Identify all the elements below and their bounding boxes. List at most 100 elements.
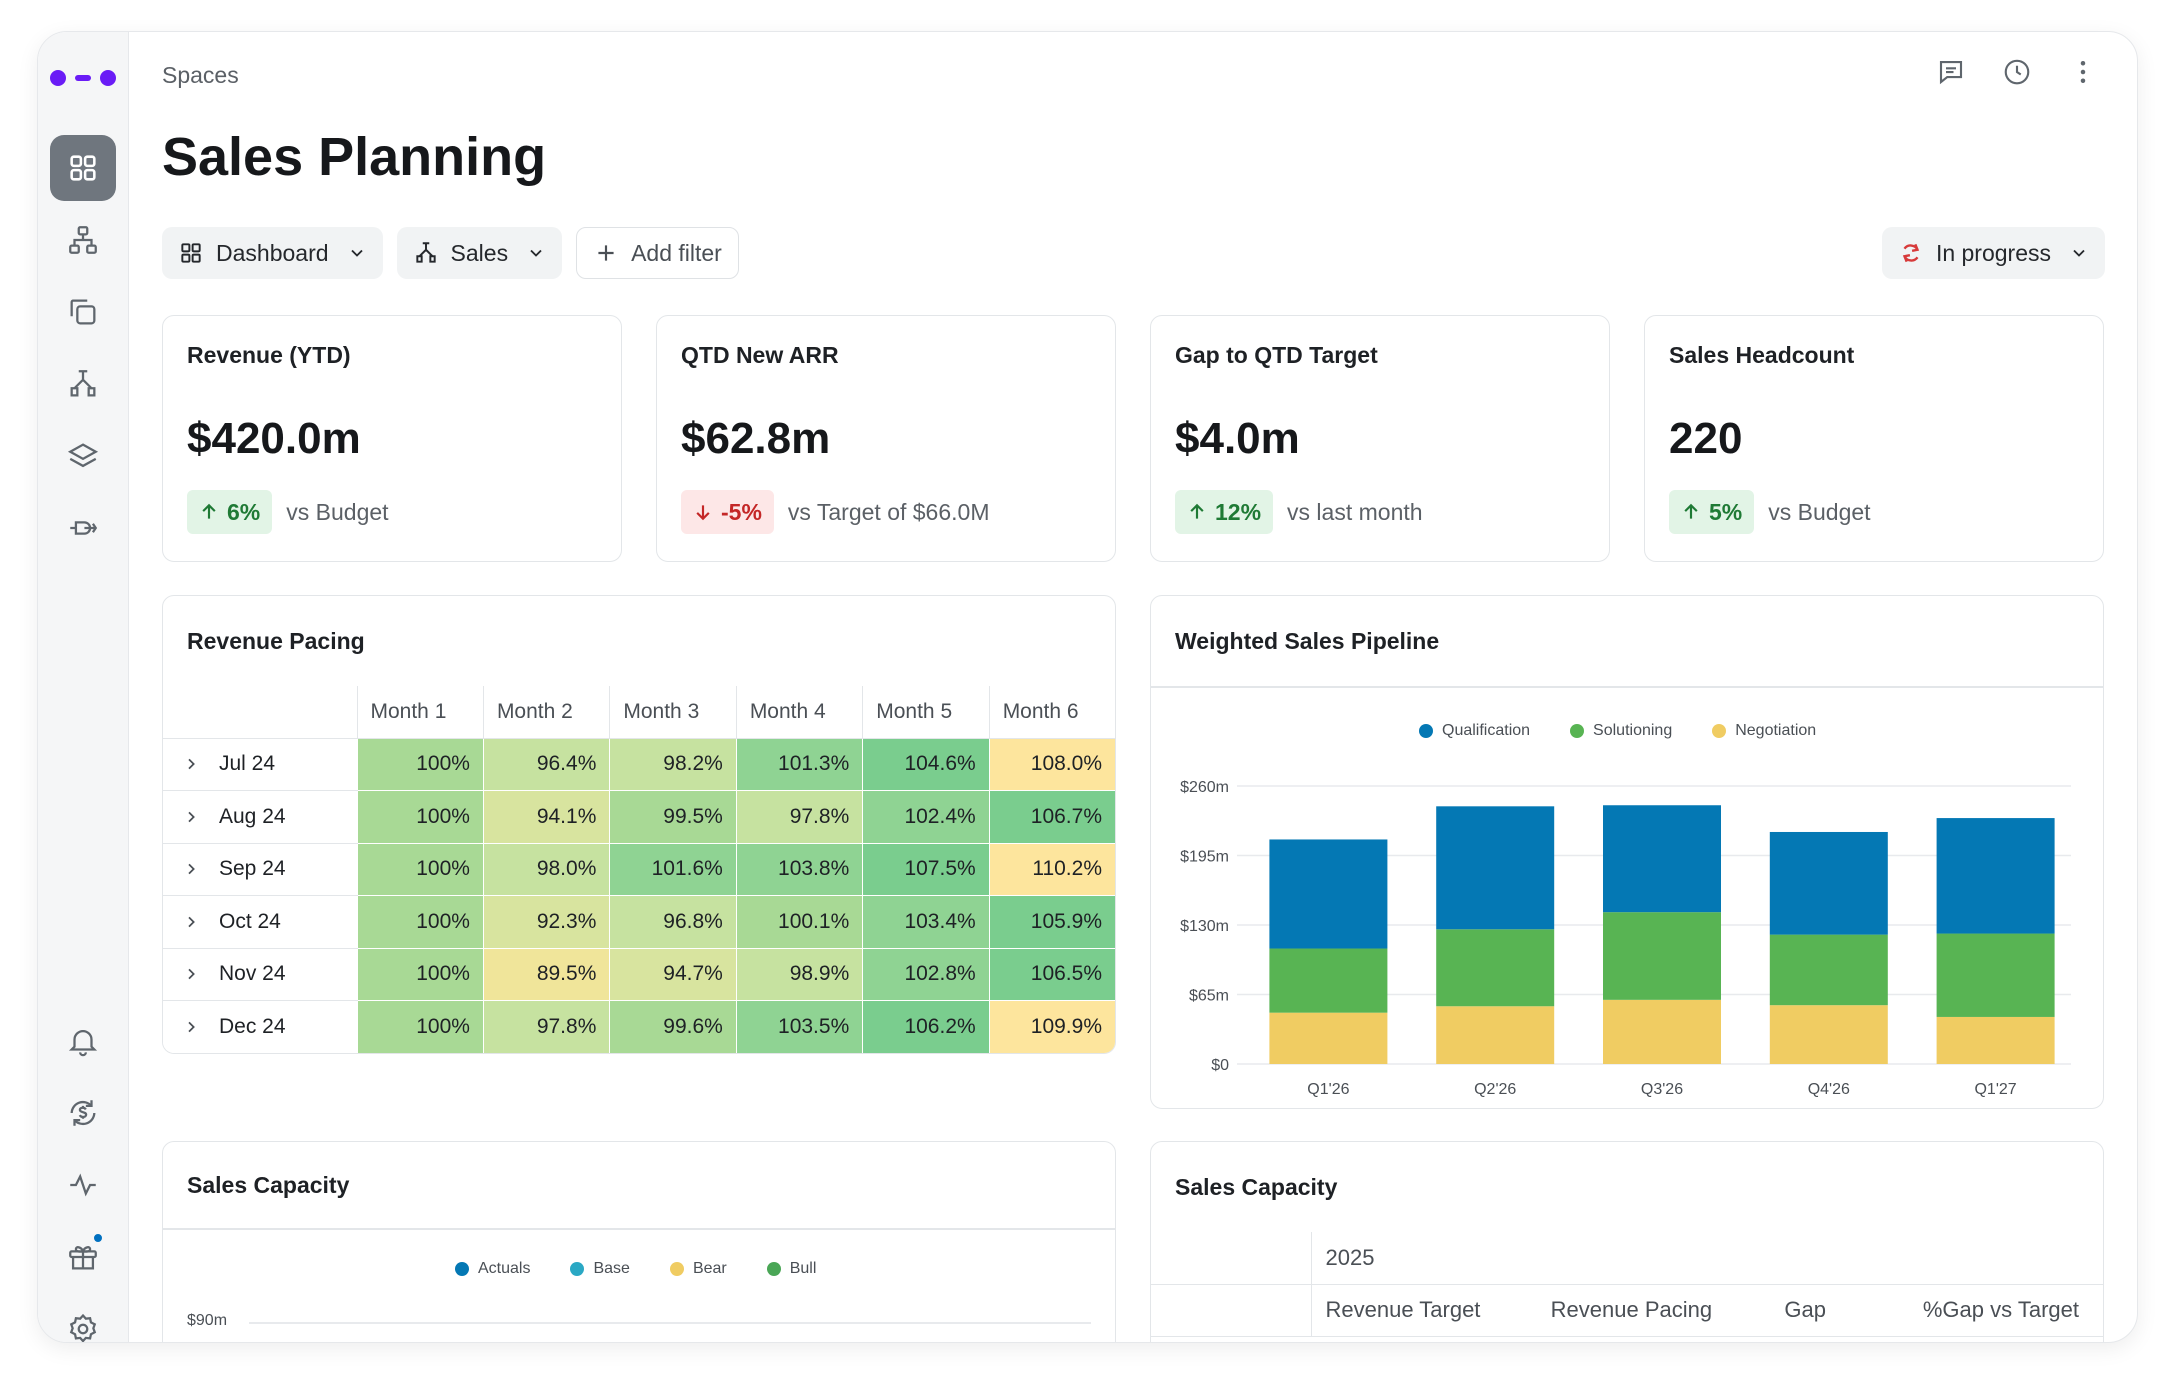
- history-button[interactable]: [1999, 54, 2035, 90]
- heatmap-cell[interactable]: 109.9%: [988, 1000, 1115, 1053]
- kpi-card-sales-headcount[interactable]: Sales Headcount 220 5% vs Budget: [1644, 315, 2104, 562]
- column-header[interactable]: Month 2: [482, 686, 610, 739]
- heatmap-cell[interactable]: 96.8%: [609, 895, 737, 949]
- more-button[interactable]: [2065, 54, 2101, 90]
- heatmap-cell[interactable]: 97.8%: [735, 790, 863, 844]
- column-header[interactable]: Month 6: [988, 686, 1115, 739]
- nav-notifications[interactable]: [50, 1008, 116, 1074]
- column-header[interactable]: %Gap vs Target: [1844, 1284, 2103, 1337]
- heatmap-cell[interactable]: 98.0%: [482, 843, 610, 896]
- breadcrumb[interactable]: Spaces: [162, 62, 239, 88]
- more-vertical-icon: [2080, 61, 2086, 83]
- legend-item[interactable]: Actuals: [455, 1260, 530, 1278]
- row-label: Jul 24: [219, 752, 276, 776]
- heatmap-cell[interactable]: 102.8%: [862, 948, 990, 1001]
- nav-settings[interactable]: [50, 1296, 116, 1342]
- nav-billing[interactable]: [50, 1080, 116, 1146]
- view-selector[interactable]: Dashboard: [162, 227, 383, 279]
- heatmap-cell[interactable]: 101.6%: [609, 843, 737, 896]
- column-header[interactable]: Revenue Pacing: [1536, 1284, 1771, 1337]
- heatmap-cell[interactable]: 103.8%: [735, 843, 863, 896]
- row-header[interactable]: Aug 24: [163, 790, 357, 844]
- pipeline-legend: Qualification Solutioning Negotiation: [1419, 722, 1816, 740]
- column-header[interactable]: Month 4: [735, 686, 863, 739]
- heatmap-cell[interactable]: 100%: [356, 895, 484, 949]
- x-tick-label: Q4'26: [1808, 1081, 1850, 1098]
- heatmap-cell[interactable]: 110.2%: [988, 843, 1115, 896]
- status-selector[interactable]: In progress: [1881, 227, 2105, 279]
- legend-item[interactable]: Base: [570, 1260, 630, 1278]
- heatmap-cell[interactable]: 101.3%: [735, 738, 863, 791]
- pipeline-chart-title: Weighted Sales Pipeline: [1175, 628, 1440, 654]
- column-header[interactable]: Month 1: [356, 686, 484, 739]
- heatmap-cell[interactable]: 89.5%: [482, 948, 610, 1001]
- column-header[interactable]: Gap: [1770, 1284, 1845, 1337]
- nav-integrations[interactable]: [50, 495, 116, 561]
- heatmap-cell[interactable]: 108.0%: [988, 738, 1115, 791]
- heatmap-cell[interactable]: 100.1%: [735, 895, 863, 949]
- nav-dashboard[interactable]: [50, 135, 116, 201]
- heatmap-cell[interactable]: 106.7%: [988, 790, 1115, 844]
- heatmap-cell[interactable]: 105.9%: [988, 895, 1115, 949]
- row-header[interactable]: Dec 24: [163, 1000, 357, 1053]
- heatmap-cell[interactable]: 103.5%: [735, 1000, 863, 1053]
- chevron-down-icon: [350, 249, 363, 257]
- heatmap-cell[interactable]: 97.8%: [482, 1000, 610, 1053]
- row-header[interactable]: Nov 24: [163, 948, 357, 1001]
- legend-label: Actuals: [478, 1260, 531, 1277]
- heatmap-cell[interactable]: 104.6%: [862, 738, 990, 791]
- heatmap-cell[interactable]: 99.5%: [609, 790, 737, 844]
- kpi-title: QTD New ARR: [681, 342, 839, 368]
- nav-hierarchy[interactable]: [50, 207, 116, 273]
- row-header[interactable]: Sep 24: [163, 843, 357, 896]
- column-header[interactable]: Month 3: [609, 686, 737, 739]
- heatmap-cell[interactable]: 106.5%: [988, 948, 1115, 1001]
- legend-item[interactable]: Bear: [669, 1260, 727, 1278]
- heatmap-cell[interactable]: 102.4%: [862, 790, 990, 844]
- heatmap-cell[interactable]: 99.6%: [609, 1000, 737, 1053]
- kpi-delta: 12% vs last month: [1175, 490, 1423, 534]
- nav-layers[interactable]: [50, 423, 116, 489]
- kpi-card-gap-to-target[interactable]: Gap to QTD Target $4.0m 12% vs last month: [1150, 315, 1610, 562]
- legend-item[interactable]: Qualification: [1419, 722, 1530, 740]
- delta-badge: 6%: [187, 490, 273, 534]
- legend-item[interactable]: Bull: [766, 1260, 816, 1278]
- nav-activity[interactable]: [50, 1152, 116, 1218]
- column-header[interactable]: Revenue Target: [1311, 1284, 1537, 1337]
- heatmap-cell[interactable]: 98.9%: [735, 948, 863, 1001]
- kpi-card-qtd-new-arr[interactable]: QTD New ARR $62.8m -5% vs Target of $66.0M: [656, 315, 1116, 562]
- kpi-card-revenue-ytd[interactable]: Revenue (YTD) $420.0m 6% vs Budget: [162, 315, 622, 562]
- heatmap-cell[interactable]: 100%: [356, 1000, 484, 1053]
- heatmap-cell[interactable]: 103.4%: [862, 895, 990, 949]
- add-filter-button[interactable]: Add filter: [576, 227, 739, 279]
- chevron-right-icon: [188, 811, 195, 823]
- heatmap-cell[interactable]: 92.3%: [482, 895, 610, 949]
- legend-item[interactable]: Negotiation: [1712, 722, 1816, 740]
- heatmap-cell[interactable]: 96.4%: [482, 738, 610, 791]
- legend-item[interactable]: Solutioning: [1570, 722, 1672, 740]
- heatmap-cell[interactable]: 100%: [356, 738, 484, 791]
- row-header[interactable]: Oct 24: [163, 895, 357, 949]
- heatmap-cell[interactable]: 100%: [356, 948, 484, 1001]
- comments-button[interactable]: [1933, 54, 1969, 90]
- table-row: Nov 24 100% 89.5% 94.7% 98.9% 102.8% 106.5%: [163, 948, 1115, 1001]
- sales-capacity-legend: Actuals Base Bear Bull: [455, 1260, 816, 1278]
- bar-segment: [1436, 929, 1555, 1007]
- nav-whats-new[interactable]: [50, 1224, 116, 1290]
- heatmap-cell[interactable]: 100%: [356, 843, 484, 896]
- heatmap-cell[interactable]: 106.2%: [862, 1000, 990, 1053]
- column-header[interactable]: Month 5: [862, 686, 990, 739]
- comment-icon: [1939, 60, 1963, 85]
- nav-copies[interactable]: [50, 279, 116, 345]
- heatmap-cell[interactable]: 98.2%: [609, 738, 737, 791]
- row-header[interactable]: Jul 24: [163, 738, 357, 791]
- heatmap-cell[interactable]: 94.7%: [609, 948, 737, 1001]
- model-selector[interactable]: Sales: [396, 227, 563, 279]
- heatmap-cell[interactable]: 94.1%: [482, 790, 610, 844]
- nav-models[interactable]: [50, 351, 116, 417]
- heatmap-cell[interactable]: 100%: [356, 790, 484, 844]
- heatmap-cell[interactable]: 107.5%: [862, 843, 990, 896]
- kpi-value: $420.0m: [187, 414, 361, 463]
- revenue-pacing-title: Revenue Pacing: [187, 628, 365, 654]
- bar-segment: [1936, 818, 2055, 934]
